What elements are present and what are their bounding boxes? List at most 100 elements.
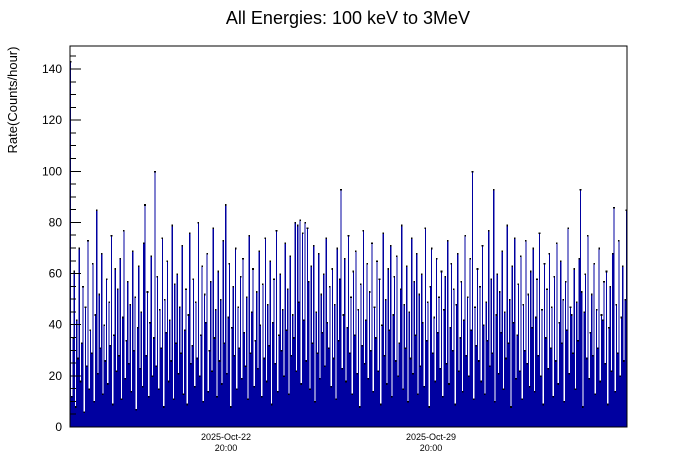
rate-bar <box>600 314 603 427</box>
data-point-marker <box>196 357 198 360</box>
rate-bar <box>344 258 346 427</box>
data-point-marker <box>589 332 592 334</box>
rate-bar <box>617 352 619 427</box>
rate-bar <box>132 250 134 427</box>
rate-bar <box>277 391 279 427</box>
rate-bar <box>328 347 330 427</box>
data-point-marker <box>305 360 308 362</box>
x-tick-time-1: 20:00 <box>215 443 238 453</box>
data-point-marker <box>321 332 324 334</box>
rate-bar <box>397 375 399 427</box>
data-point-marker <box>520 255 522 257</box>
rate-bar <box>280 350 283 427</box>
rate-bar <box>197 222 200 427</box>
rate-bar <box>403 304 405 427</box>
rate-bar <box>226 373 228 427</box>
rate-bar <box>491 352 494 427</box>
rate-bar <box>398 342 400 427</box>
markers-group <box>69 61 628 413</box>
rate-bar <box>555 360 557 427</box>
rate-bar <box>588 378 590 427</box>
data-point-marker <box>136 326 139 329</box>
rate-bar <box>282 309 284 427</box>
rate-bar <box>294 222 296 427</box>
data-point-marker <box>95 209 98 211</box>
rate-bar <box>122 317 124 427</box>
data-point-marker <box>544 337 547 339</box>
data-point-marker <box>443 309 445 311</box>
data-point-marker <box>528 385 531 388</box>
data-point-marker <box>281 309 284 311</box>
rate-bar <box>345 380 347 427</box>
rate-bar <box>356 373 358 427</box>
data-point-marker <box>107 383 109 385</box>
rate-bar <box>237 306 239 427</box>
rate-bar <box>323 273 325 427</box>
y-tick-label: 60 <box>49 267 63 281</box>
rate-bar <box>494 401 496 427</box>
rate-bar <box>96 209 98 427</box>
rate-bar <box>81 342 83 427</box>
rate-bar <box>520 255 522 427</box>
rate-bar <box>220 299 222 427</box>
data-point-marker <box>402 388 404 390</box>
rate-bar <box>263 357 265 427</box>
data-point-marker <box>306 227 309 229</box>
rate-bar <box>192 278 195 427</box>
rate-bar <box>542 403 544 427</box>
data-point-marker <box>459 337 461 339</box>
data-point-marker <box>463 319 465 321</box>
data-point-marker <box>293 337 295 339</box>
data-point-marker <box>485 301 487 304</box>
rate-bar <box>371 242 373 427</box>
rate-bar <box>514 237 516 427</box>
data-point-marker <box>469 257 471 260</box>
rate-bar <box>104 360 106 427</box>
rate-bar <box>365 319 367 427</box>
rate-bar <box>367 378 369 427</box>
data-point-marker <box>461 390 464 393</box>
data-point-marker <box>326 321 329 324</box>
rate-bar <box>249 352 252 427</box>
data-point-marker <box>470 329 473 332</box>
data-point-marker <box>270 403 273 406</box>
rate-bar <box>561 342 563 427</box>
data-point-marker <box>346 326 349 329</box>
data-point-marker <box>169 319 171 321</box>
data-point-marker <box>551 306 553 309</box>
data-point-marker <box>355 250 357 252</box>
data-point-marker <box>407 401 409 403</box>
data-point-marker <box>76 319 78 321</box>
rate-bar <box>432 352 434 427</box>
rate-bar <box>360 283 362 427</box>
rate-bar <box>273 278 275 427</box>
rate-bar <box>366 263 368 427</box>
rate-bar <box>292 314 294 427</box>
data-point-marker <box>507 342 510 344</box>
rate-bar <box>540 375 542 427</box>
data-point-marker <box>588 378 590 380</box>
data-point-marker <box>398 342 401 344</box>
data-point-marker <box>413 280 416 283</box>
data-point-marker <box>182 393 185 396</box>
data-point-marker <box>599 380 602 383</box>
rate-bar <box>550 347 552 427</box>
data-point-marker <box>500 332 502 334</box>
rate-bar <box>150 255 152 427</box>
data-point-marker <box>201 265 203 268</box>
rate-bar <box>512 322 515 427</box>
rate-bar <box>82 286 84 427</box>
rate-bar <box>144 204 146 427</box>
data-point-marker <box>134 296 136 298</box>
data-point-marker <box>538 232 541 234</box>
rate-bar <box>346 327 348 427</box>
data-point-marker <box>396 255 398 257</box>
rate-bar <box>605 271 608 427</box>
rate-bar <box>563 401 565 427</box>
rate-bar <box>516 334 518 427</box>
data-point-marker <box>429 286 432 288</box>
data-point-marker <box>367 378 370 380</box>
rate-bar <box>293 337 295 427</box>
data-point-marker <box>450 263 453 265</box>
rate-bar <box>330 386 332 427</box>
